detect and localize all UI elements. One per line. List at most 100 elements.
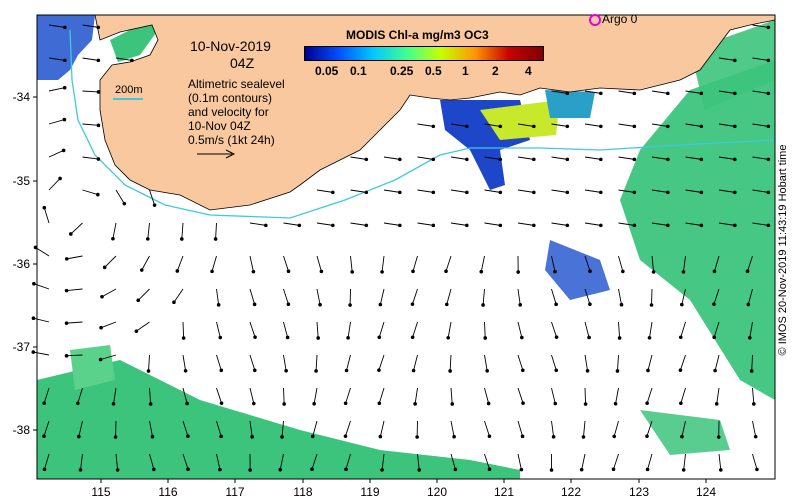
velocity-vector-head <box>581 435 586 439</box>
velocity-vector-head <box>42 401 46 406</box>
velocity-vector <box>283 354 287 371</box>
velocity-vector-head <box>96 123 101 128</box>
velocity-vector <box>350 222 367 226</box>
velocity-vector <box>216 453 221 470</box>
velocity-vector-head <box>465 124 469 129</box>
x-tick-label: 120 <box>427 485 447 499</box>
velocity-vector-head <box>96 157 101 161</box>
velocity-vector <box>412 255 418 272</box>
velocity-vector <box>484 123 501 127</box>
velocity-vector-head <box>96 90 101 94</box>
velocity-vector <box>517 453 522 470</box>
velocity-vector-head <box>746 302 751 307</box>
velocity-vector-head <box>632 157 637 162</box>
velocity-vector-head <box>343 401 348 406</box>
velocity-vector <box>182 321 185 339</box>
velocity-vector <box>450 222 467 226</box>
velocity-vector <box>82 123 99 126</box>
velocity-vector-head <box>411 269 415 274</box>
velocity-vector-head <box>679 401 683 406</box>
velocity-vector-head <box>599 157 603 162</box>
velocity-vector <box>551 255 556 272</box>
velocity-vector <box>48 178 61 191</box>
velocity-vector <box>33 351 50 356</box>
velocity-vector-head <box>733 91 737 96</box>
velocity-vector-head <box>645 467 650 472</box>
velocity-vector-head <box>532 157 536 162</box>
velocity-vector <box>414 387 418 404</box>
velocity-vector-head <box>413 402 417 406</box>
velocity-vector-head <box>766 91 771 96</box>
velocity-vector-head <box>481 303 485 307</box>
velocity-vector <box>752 420 757 437</box>
velocity-vector <box>681 288 686 305</box>
x-axis: 115 116 117 118 119 120 121 122 123 124 <box>91 479 716 499</box>
map-date-label: 10-Nov-2019 <box>190 38 271 54</box>
velocity-vector-head <box>42 434 46 438</box>
velocity-vector <box>44 453 50 470</box>
chl-patch-south-west <box>70 345 115 390</box>
axes-box <box>36 14 776 480</box>
velocity-vector-head <box>58 176 62 181</box>
velocity-vector-head <box>651 270 656 274</box>
velocity-vector-head <box>766 157 771 162</box>
velocity-vector <box>378 387 385 404</box>
velocity-vector <box>149 189 156 206</box>
y-tick-label: -36 <box>13 257 31 271</box>
velocity-vector <box>716 387 720 404</box>
velocity-vector <box>412 288 418 305</box>
velocity-vector <box>70 222 83 235</box>
velocity-vector <box>613 453 619 470</box>
velocity-vector <box>551 420 555 437</box>
velocity-vector-head <box>554 368 559 373</box>
velocity-vector <box>283 255 289 272</box>
velocity-vector-head <box>599 124 603 129</box>
velocity-vector-head <box>33 245 38 250</box>
velocity-vector <box>752 24 769 28</box>
velocity-vector <box>752 453 758 470</box>
info-line: 0.5m/s (1kt 24h) <box>188 133 275 147</box>
velocity-vector-head <box>649 303 654 307</box>
velocity-vector <box>82 90 99 93</box>
colorbar-label: 2 <box>492 64 499 78</box>
velocity-vector-head <box>646 368 650 373</box>
velocity-vector-head <box>521 401 525 405</box>
velocity-vector <box>517 354 524 371</box>
info-line: (0.1m contours) <box>188 91 273 105</box>
velocity-vector <box>316 288 321 305</box>
info-line: 10-Nov 04Z <box>188 119 251 133</box>
velocity-vector <box>379 420 385 437</box>
velocity-vector-head <box>678 335 683 340</box>
velocity-vector-head <box>681 270 686 274</box>
velocity-vector <box>450 156 467 160</box>
x-tick-label: 122 <box>561 485 581 499</box>
velocity-vector <box>450 387 453 404</box>
velocity-vector <box>551 288 557 305</box>
velocity-scale-arrow <box>197 149 236 159</box>
velocity-vector-head <box>611 467 616 472</box>
velocity-vector <box>685 156 702 160</box>
velocity-vector <box>347 321 351 338</box>
velocity-vector-head <box>615 369 620 373</box>
velocity-vector-head <box>172 300 176 304</box>
velocity-vector-head <box>152 467 156 472</box>
velocity-vector-head <box>278 467 283 472</box>
velocity-vector <box>449 354 452 372</box>
velocity-vector <box>752 90 769 94</box>
velocity-vector-head <box>549 468 554 472</box>
velocity-vector-head <box>251 269 256 274</box>
velocity-vector-head <box>134 329 139 333</box>
velocity-vector-head <box>479 269 484 274</box>
velocity-vector <box>78 420 83 437</box>
velocity-vector-head <box>122 201 127 206</box>
velocity-vector <box>316 189 333 193</box>
velocity-vectors <box>31 24 771 472</box>
velocity-vector <box>112 222 117 239</box>
velocity-vector-head <box>343 434 348 438</box>
velocity-vector-head <box>699 190 704 195</box>
velocity-vector <box>752 189 769 193</box>
velocity-vector <box>182 420 189 437</box>
velocity-vector-head <box>310 434 315 439</box>
velocity-vector-head <box>185 401 189 406</box>
velocity-vector <box>378 321 385 338</box>
